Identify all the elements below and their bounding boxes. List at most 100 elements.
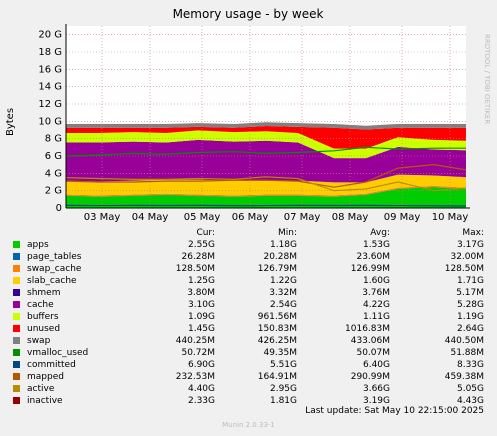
legend-row-slab-cache: slab_cache 1.25G 1.22G 1.60G 1.71G (0, 275, 497, 287)
legend-cur: 3.80M (187, 288, 215, 298)
area-swap-cache (66, 185, 466, 197)
legend-row-swap: swap 440.25M 426.25M 433.06M 440.50M (0, 335, 497, 347)
legend-cur: 1.09G (187, 312, 215, 322)
area-buffers (66, 130, 466, 159)
legend-avg: 3.66G (362, 384, 390, 394)
legend-name: active (27, 384, 55, 394)
y-tick-label: 10 G (38, 116, 62, 127)
x-tick-label: 05 May (184, 212, 221, 223)
legend-swatch (13, 385, 20, 392)
legend-min: 3.32M (269, 288, 297, 298)
legend-avg: 6.40G (362, 360, 390, 370)
legend-row-page-tables: page_tables 26.28M 20.28M 23.60M 32.00M (0, 251, 497, 263)
legend-min: 20.28M (263, 252, 297, 262)
legend-name: shmem (27, 288, 61, 298)
legend-row-inactive: inactive 2.33G 1.81G 3.19G 4.43G (0, 395, 497, 407)
x-tick-label: 07 May (284, 212, 321, 223)
legend-name: slab_cache (27, 276, 77, 286)
legend-avg: 1.60G (362, 276, 390, 286)
x-tick-label: 08 May (332, 212, 369, 223)
legend-min: 5.51G (269, 360, 297, 370)
legend-avg: 290.99M (350, 372, 390, 382)
legend-max: 3.17G (456, 240, 484, 250)
last-update: Last update: Sat May 10 22:15:00 2025 (305, 406, 484, 416)
y-tick-label: 20 G (38, 30, 62, 41)
legend-row-unused: unused 1.45G 150.83M 1016.83M 2.64G (0, 323, 497, 335)
legend-max: 8.33G (456, 360, 484, 370)
legend-min: 1.18G (269, 240, 297, 250)
legend-max: 51.88M (450, 348, 484, 358)
legend-swatch (13, 361, 20, 368)
y-tick-label: 4 G (45, 168, 62, 179)
legend-min: 2.95G (269, 384, 297, 394)
legend-header-cur: Cur: (196, 228, 215, 238)
line-inactive (65, 176, 467, 192)
y-tick-label: 14 G (38, 82, 62, 93)
legend-max: 5.28G (456, 300, 484, 310)
legend-cur: 2.55G (187, 240, 215, 250)
legend-row-mapped: mapped 232.53M 164.91M 290.99M 459.38M (0, 371, 497, 383)
rrdtool-credit: RRDTOOL / TOBI OETIKER (483, 34, 491, 124)
legend-min: 1.22G (269, 276, 297, 286)
legend-name: buffers (27, 312, 59, 322)
legend-max: 5.05G (456, 384, 484, 394)
x-tick-label: 09 May (384, 212, 421, 223)
legend-swatch (13, 265, 20, 272)
y-axis-label: Bytes (5, 108, 16, 136)
chart-title: Memory usage - by week (173, 7, 324, 21)
legend-min: 2.54G (269, 300, 297, 310)
legend-max: 4.43G (456, 396, 484, 406)
legend-name: unused (27, 324, 61, 334)
legend-avg: 4.22G (362, 300, 390, 310)
legend-min: 1.81G (269, 396, 297, 406)
legend-cur: 4.40G (187, 384, 215, 394)
area-swap (66, 122, 466, 130)
legend-swatch (13, 397, 20, 404)
y-tick-label: 18 G (38, 47, 62, 58)
legend-swatch (13, 313, 20, 320)
legend-cur: 50.72M (181, 348, 215, 358)
legend-header-max: Max: (462, 228, 484, 238)
legend-row-cache: cache 3.10G 2.54G 4.22G 5.28G (0, 299, 497, 311)
legend-name: swap (27, 336, 51, 346)
area-apps (66, 187, 466, 208)
line-mapped (65, 204, 467, 207)
legend-cur: 26.28M (181, 252, 215, 262)
legend-avg: 50.07M (356, 348, 390, 358)
legend-min: 126.79M (257, 264, 297, 274)
legend-swatch (13, 349, 20, 356)
legend-max: 440.50M (444, 336, 484, 346)
legend-row-committed: committed 6.90G 5.51G 6.40G 8.33G (0, 359, 497, 371)
legend-swatch (13, 253, 20, 260)
legend-avg: 1.11G (362, 312, 390, 322)
legend-swatch (13, 301, 20, 308)
legend-avg: 433.06M (350, 336, 390, 346)
legend-cur: 2.33G (187, 396, 215, 406)
x-tick-label: 04 May (132, 212, 169, 223)
x-tick-label: 10 May (432, 212, 469, 223)
legend-cur: 440.25M (175, 336, 215, 346)
legend-row-vmalloc-used: vmalloc_used 50.72M 49.35M 50.07M 51.88M (0, 347, 497, 359)
y-tick-label: 2 G (45, 186, 62, 197)
legend-swatch (13, 277, 20, 284)
y-tick-label: 0 (56, 203, 62, 214)
legend-name: page_tables (27, 252, 82, 262)
legend-row-apps: apps 2.55G 1.18G 1.53G 3.17G (0, 239, 497, 251)
legend-name: committed (27, 360, 76, 370)
legend-avg: 3.19G (362, 396, 390, 406)
legend-header-avg: Avg: (370, 228, 390, 238)
legend-row-buffers: buffers 1.09G 961.56M 1.11G 1.19G (0, 311, 497, 323)
legend-header-min: Min: (277, 228, 297, 238)
y-tick-label: 16 G (38, 64, 62, 75)
legend-swatch (13, 325, 20, 332)
legend-name: inactive (27, 396, 63, 406)
legend-swatch (13, 337, 20, 344)
legend-swatch (13, 289, 20, 296)
legend-min: 150.83M (257, 324, 297, 334)
area-cache (66, 139, 466, 183)
legend-row-shmem: shmem 3.80M 3.32M 3.76M 5.17M (0, 287, 497, 299)
line-active (65, 164, 467, 188)
legend-max: 1.71G (456, 276, 484, 286)
y-tick-label: 8 G (45, 134, 62, 145)
